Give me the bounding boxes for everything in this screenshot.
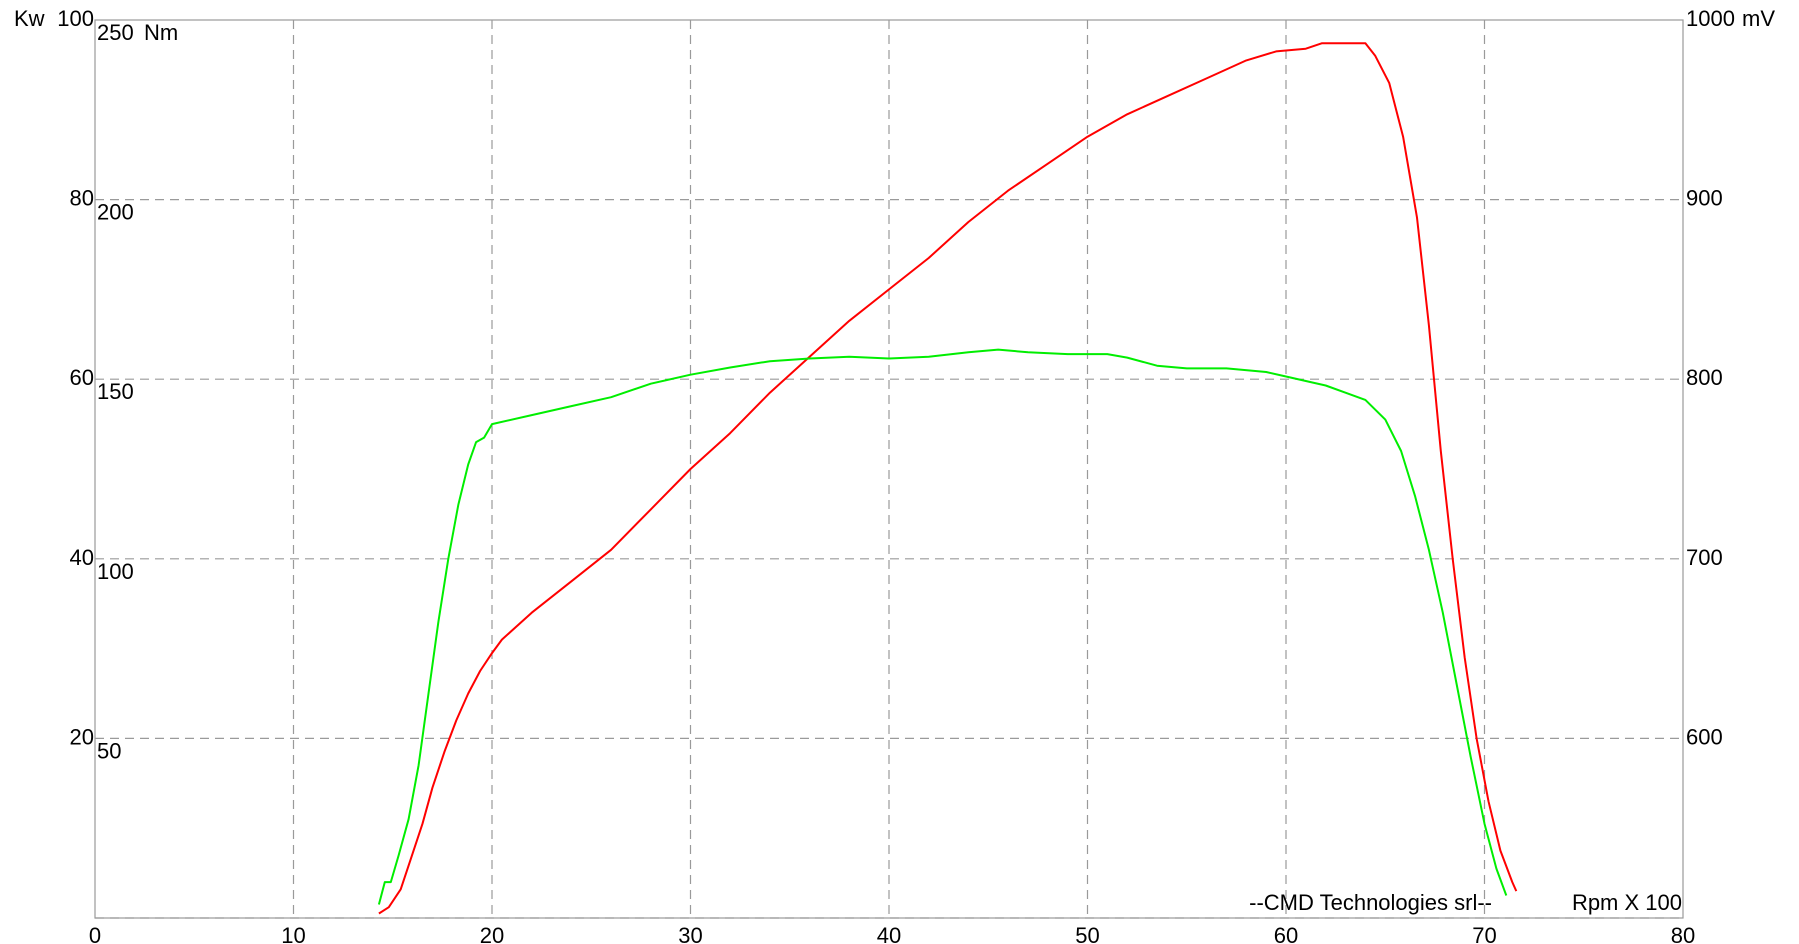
power-tick-label: 40 <box>70 545 94 570</box>
x-tick-label: 60 <box>1274 923 1298 944</box>
x-axis-label: Rpm X 100 <box>1572 890 1682 915</box>
gridlines <box>94 19 1684 919</box>
watermark-text: --CMD Technologies srl-- <box>1249 890 1492 915</box>
x-tick-label: 10 <box>281 923 305 944</box>
torque-axis-unit-label: Nm <box>144 20 178 45</box>
torque-tick-label: 150 <box>97 379 134 404</box>
red-series-line <box>378 42 1518 915</box>
torque-tick-label: 100 <box>97 559 134 584</box>
power-tick-label: 100 <box>57 6 94 31</box>
torque-tick-label: 50 <box>97 738 121 763</box>
x-tick-label: 70 <box>1472 923 1496 944</box>
voltage-tick-label: 700 <box>1686 545 1723 570</box>
voltage-axis-unit-label: mV <box>1742 6 1775 31</box>
series-layer <box>377 42 1518 915</box>
x-tick-label: 80 <box>1671 923 1695 944</box>
x-tick-label: 0 <box>89 923 101 944</box>
tick-labels: 0 10 20 30 40 50 60 70 8020506004010070060150800… <box>57 6 1735 944</box>
torque-tick-label: 250 <box>97 20 134 45</box>
plot-frame <box>94 19 1684 919</box>
voltage-tick-label: 1000 <box>1686 6 1735 31</box>
voltage-tick-label: 600 <box>1686 724 1723 749</box>
power-tick-label: 20 <box>70 724 94 749</box>
x-tick-label: 50 <box>1075 923 1099 944</box>
x-tick-label: 20 <box>480 923 504 944</box>
power-tick-label: 80 <box>70 186 94 211</box>
torque-tick-label: 200 <box>97 200 134 225</box>
green-series-line <box>377 348 1508 905</box>
x-tick-label: 30 <box>678 923 702 944</box>
x-tick-label: 40 <box>877 923 901 944</box>
power-tick-label: 60 <box>70 365 94 390</box>
power-axis-unit-label: Kw <box>14 6 45 31</box>
voltage-tick-label: 800 <box>1686 365 1723 390</box>
voltage-tick-label: 900 <box>1686 186 1723 211</box>
